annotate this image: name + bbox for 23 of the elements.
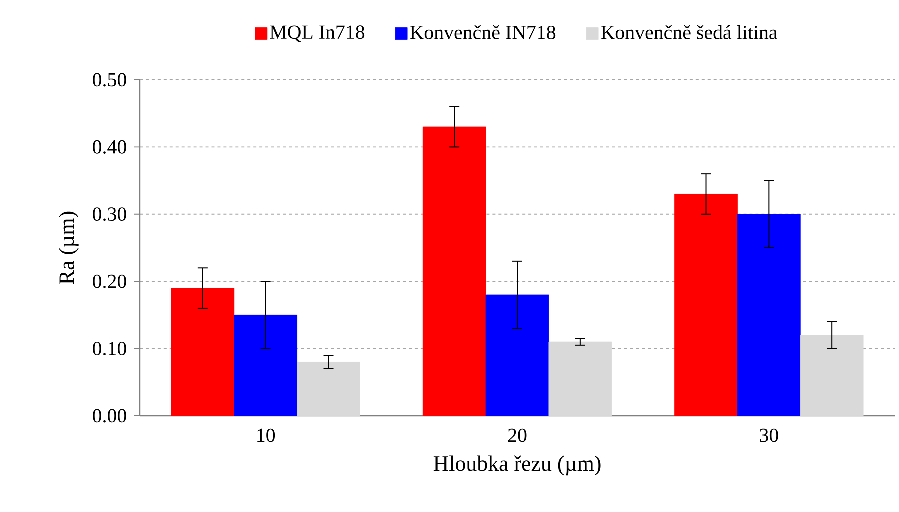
y-tick-label: 0.20 bbox=[93, 274, 126, 288]
bar bbox=[297, 362, 360, 416]
bar bbox=[422, 126, 486, 416]
bar bbox=[800, 335, 864, 416]
bar bbox=[486, 294, 550, 416]
y-tick-label: 0.30 bbox=[93, 208, 126, 222]
bar bbox=[674, 194, 738, 416]
legend-label: MQL In718 bbox=[270, 26, 365, 42]
y-axis-title: Ra (µm) bbox=[58, 212, 79, 284]
y-tick-label: 0.40 bbox=[93, 140, 126, 154]
x-tick-label: 10 bbox=[258, 428, 276, 442]
y-tick-label: 0.00 bbox=[93, 409, 126, 423]
x-axis-title: Hloubka řezu (µm) bbox=[434, 456, 601, 476]
legend-label: Konvenčně šedá litina bbox=[601, 25, 778, 40]
x-tick-label: 20 bbox=[508, 428, 527, 442]
y-tick-label: 0.10 bbox=[93, 342, 126, 356]
x-tick-label: 30 bbox=[760, 428, 778, 442]
bar bbox=[234, 314, 298, 416]
bar bbox=[738, 214, 801, 416]
bar bbox=[548, 342, 612, 416]
legend-label: Konvenčně IN718 bbox=[410, 25, 556, 40]
bar bbox=[171, 288, 235, 416]
y-tick-label: 0.50 bbox=[93, 73, 126, 87]
